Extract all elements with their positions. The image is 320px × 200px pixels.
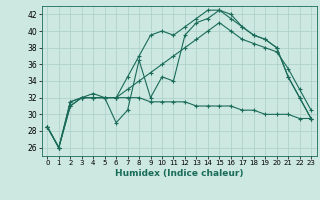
X-axis label: Humidex (Indice chaleur): Humidex (Indice chaleur): [115, 169, 244, 178]
